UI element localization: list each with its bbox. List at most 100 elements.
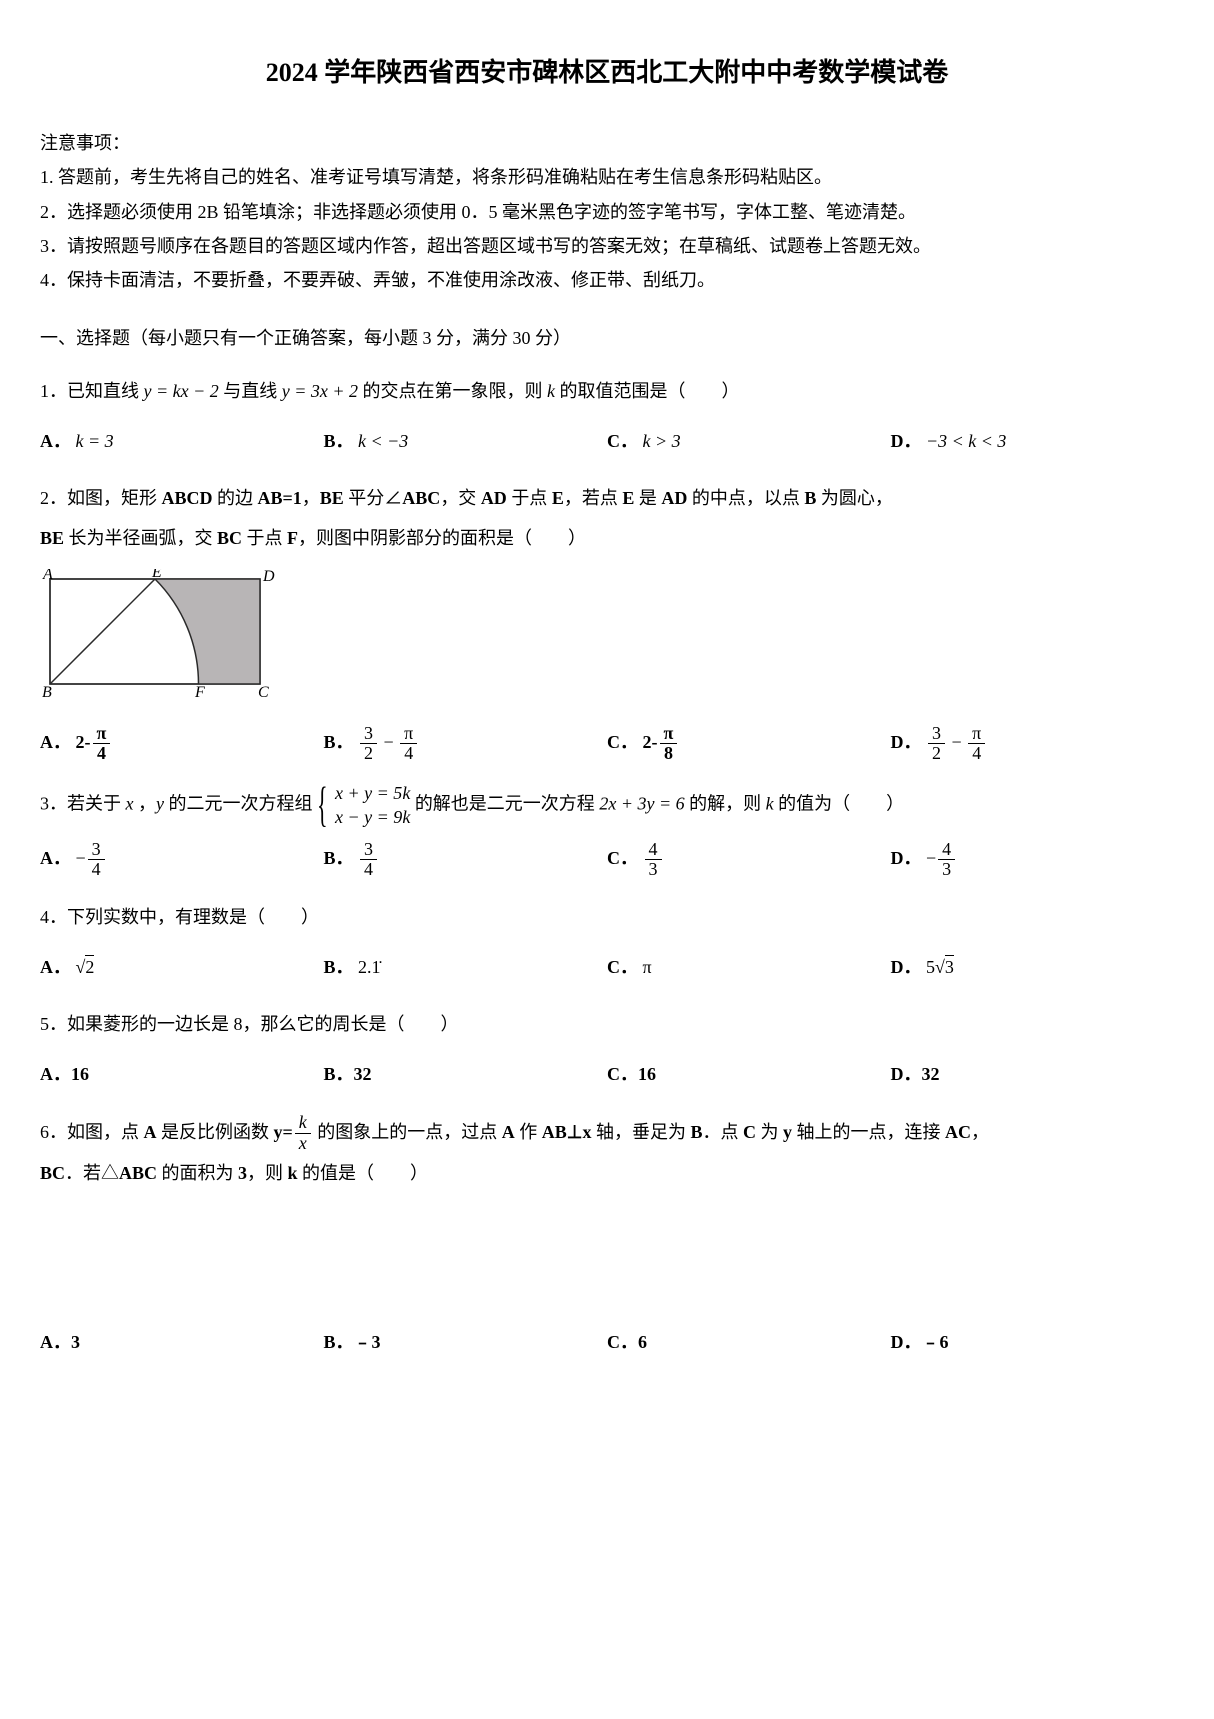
q1-text: 1．已知直线 [40,381,144,401]
question-6: 6．如图，点 A 是反比例函数 y=kx 的图象上的一点，过点 A 作 AB⊥x… [40,1113,1174,1363]
opt-label: D． [891,732,922,752]
q3-optB: B． 34 [324,839,608,880]
opt-val: 2-π4 [76,732,113,752]
t: AD [661,488,687,508]
line-be [50,579,155,684]
opt-label: A． [40,957,71,977]
q1-optB: B． k < −3 [324,422,608,462]
opt-label: B． [324,1332,354,1352]
q5-optA: A．16 [40,1055,324,1095]
opt-val: k < −3 [358,431,408,451]
q1-optA: A． k = 3 [40,422,324,462]
opt-label: B． [324,957,354,977]
t: y [156,794,164,814]
opt-label: A． [40,848,71,868]
t: E [622,488,634,508]
t: y [783,1122,792,1142]
question-4: 4．下列实数中，有理数是（ ） A． √2 B． 2.1̇ C． π D． 5√… [40,898,1174,987]
t: A [502,1122,515,1142]
t: x [126,794,134,814]
t: BE [320,488,344,508]
pre: 2- [76,732,91,752]
t: AB⊥x [542,1122,592,1142]
opt-val: 32 [922,1064,940,1084]
q4-optA: A． √2 [40,948,324,988]
label-a: A [42,569,53,583]
t: AC [945,1122,971,1142]
q3-options: A． −34 B． 34 C． 43 D． −43 [40,839,1174,880]
note-line: 1. 答题前，考生先将自己的姓名、准考证号填写清楚，将条形码准确粘贴在考生信息条… [40,161,1174,193]
t: ABCD [162,488,213,508]
question-1: 1．已知直线 y = kx − 2 与直线 y = 3x + 2 的交点在第一象… [40,372,1174,461]
q2-optD: D． 32 − π4 [891,723,1175,764]
t: A [144,1122,157,1142]
t: BC [217,528,242,548]
opt-val: k = 3 [76,431,114,451]
q3-optC: C． 43 [607,839,891,880]
t: 3．若关于 [40,794,126,814]
t: 3 [238,1163,247,1183]
opt-label: C． [607,957,638,977]
opt-val: −43 [926,848,957,868]
opt-val: 43 [643,848,664,868]
t: ABC [119,1163,157,1183]
q2-optA: A． 2-π4 [40,723,324,764]
opt-label: D． [891,431,922,451]
opt-label: C． [607,1064,638,1084]
question-3: 3．若关于 x ，y 的二元一次方程组 x + y = 5kx − y = 9k… [40,782,1174,880]
note-line: 2．选择题必须使用 2B 铅笔填涂；非选择题必须使用 0．5 毫米黑色字迹的签字… [40,196,1174,228]
q5-optB: B．32 [324,1055,608,1095]
q2-optB: B． 32 − π4 [324,723,608,764]
opt-val: 2-π8 [643,732,680,752]
note-line: 3．请按照题号顺序在各题目的答题区域内作答，超出答题区域书写的答案无效；在草稿纸… [40,230,1174,262]
opt-label: B． [324,848,354,868]
q4-text: 4．下列实数中，有理数是（ ） [40,907,319,927]
shaded-region [155,579,260,684]
q5-text: 5．如果菱形的一边长是 8，那么它的周长是（ ） [40,1014,459,1034]
t: 是 [634,488,661,508]
t: 的边 [213,488,258,508]
t: 平分∠ [344,488,403,508]
opt-label: C． [607,732,638,752]
opt-val: 5√3 [926,955,954,977]
opt-val: 32 − π4 [926,732,987,752]
q3-optD: D． −43 [891,839,1175,880]
q1-text: 的交点在第一象限，则 [358,381,547,401]
notes-header: 注意事项： [40,127,1174,159]
t: F [287,528,298,548]
t: ，则 [247,1163,288,1183]
q5-options: A．16 B．32 C．16 D．32 [40,1055,1174,1095]
opt-label: B． [324,431,354,451]
t: 的面积为 [157,1163,238,1183]
t: BC [40,1163,65,1183]
t: AB=1 [258,488,302,508]
opt-label: D． [891,848,922,868]
t: E [552,488,564,508]
t: k [766,794,774,814]
t: ，则图中阴影部分的面积是（ ） [298,528,586,548]
t: y= [274,1122,293,1142]
q1-k: k [547,381,555,401]
q3-optA: A． −34 [40,839,324,880]
opt-val: 32 − π4 [358,732,419,752]
t: 作 [515,1122,542,1142]
opt-val: ﹣3 [354,1332,381,1352]
opt-label: B． [324,1064,354,1084]
t: 的图象上的一点，过点 [313,1122,502,1142]
q2-optC: C． 2-π8 [607,723,891,764]
t: B [804,488,816,508]
opt-val: −34 [76,848,107,868]
t: 的值为（ ） [774,794,905,814]
q6-options: A．3 B．﹣3 C．6 D．﹣6 [40,1323,1174,1363]
q6-optA: A．3 [40,1323,324,1363]
t: 为 [756,1122,783,1142]
q6-optD: D．﹣6 [891,1323,1175,1363]
t: B [690,1122,702,1142]
t: 的二元一次方程组 [164,794,317,814]
opt-label: A． [40,1064,71,1084]
opt-val: 2.1̇ [358,957,381,977]
opt-val: −3 < k < 3 [926,431,1006,451]
exam-title: 2024 学年陕西省西安市碑林区西北工大附中中考数学模试卷 [40,50,1174,97]
q6-optC: C．6 [607,1323,891,1363]
q6-optB: B．﹣3 [324,1323,608,1363]
